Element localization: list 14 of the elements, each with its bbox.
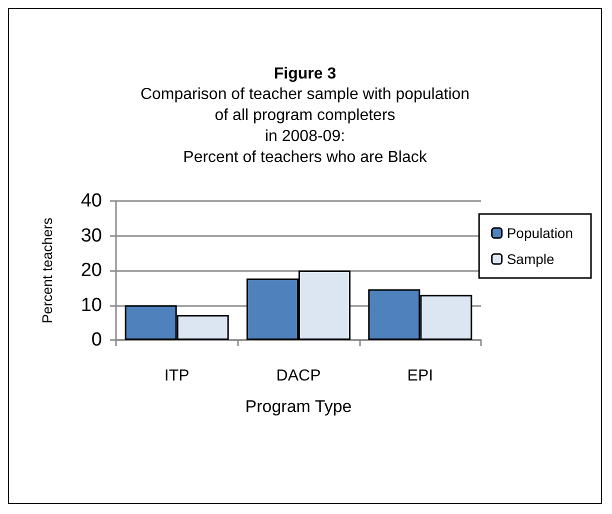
- chart-subtitle: Comparison of teacher sample with population of all program completers in 2008-09: Percent of teachers who are Black: [140, 86, 470, 166]
- chart-title: Figure 3: [274, 66, 336, 82]
- x-axis-title: Program Type: [245, 397, 352, 416]
- y-tick-label: 0: [91, 330, 102, 350]
- y-tick-label: 20: [80, 260, 102, 281]
- y-axis-title: Percent teachers: [39, 218, 55, 324]
- x-tick-label: DACP: [276, 368, 321, 384]
- y-tick-label: 40: [80, 190, 102, 212]
- x-tick-label: ITP: [164, 368, 190, 384]
- legend-label: Sample: [506, 251, 555, 267]
- x-tick-label: EPI: [407, 368, 434, 384]
- y-tick-label: 30: [80, 225, 102, 246]
- legend-label: Population: [506, 225, 574, 241]
- y-tick-label: 10: [80, 294, 102, 316]
